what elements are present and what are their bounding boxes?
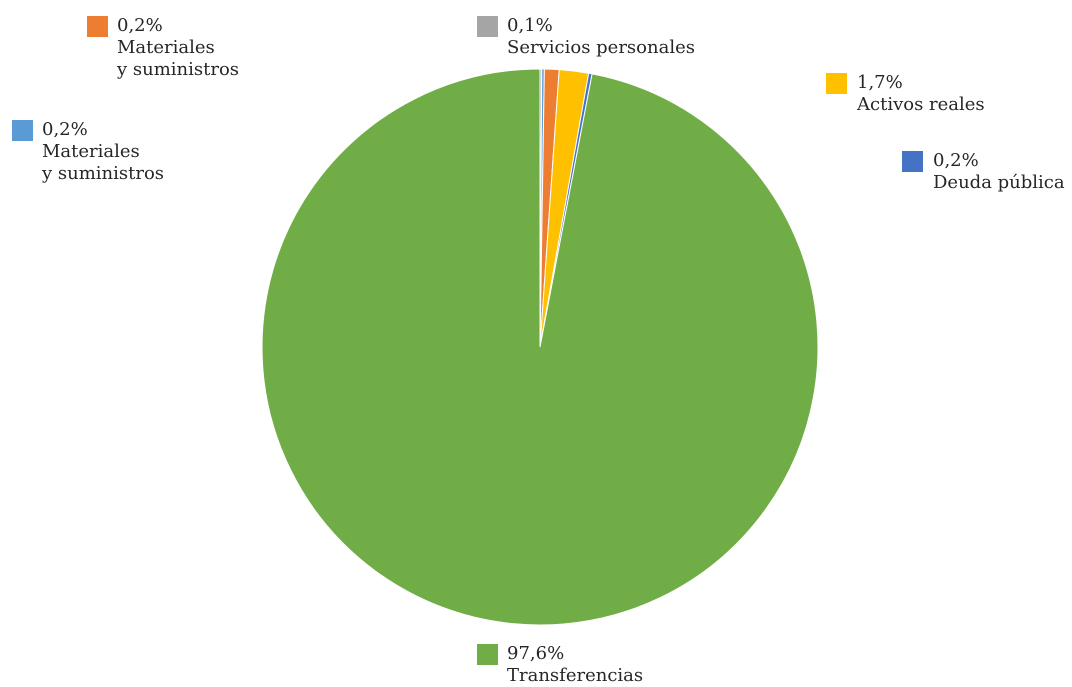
slice-percent-label: 0,1% (507, 15, 553, 36)
slice-percent-label: 0,2% (933, 150, 979, 171)
legend-swatch-deuda (902, 151, 923, 172)
legend-swatch-materiales-b (87, 16, 108, 37)
slice-label-activos: 1,7%Activos reales (826, 72, 985, 115)
slice-label-transferencias: 97,6%Transferencias (477, 643, 643, 686)
slice-name-label: y suministros (116, 59, 239, 80)
slice-name-label: y suministros (41, 163, 164, 184)
slice-name-label: Deuda pública (933, 172, 1065, 193)
legend-swatch-transferencias (477, 644, 498, 665)
legend-swatch-activos (826, 73, 847, 94)
slice-label-servicios: 0,1%Servicios personales (477, 15, 695, 58)
slice-percent-label: 97,6% (507, 643, 564, 664)
slice-label-deuda: 0,2%Deuda pública (902, 150, 1065, 193)
slice-name-label: Servicios personales (507, 37, 695, 58)
pie-slices (261, 68, 819, 626)
slice-name-label: Materiales (42, 141, 140, 162)
slice-percent-label: 1,7% (857, 72, 903, 93)
legend-swatch-materiales-a (12, 120, 33, 141)
slice-percent-label: 0,2% (42, 119, 88, 140)
legend-swatch-servicios (477, 16, 498, 37)
slice-name-label: Activos reales (856, 94, 985, 115)
slice-name-label: Transferencias (507, 665, 643, 686)
pie-slice-transferencias (261, 68, 819, 626)
slice-name-label: Materiales (117, 37, 215, 58)
slice-percent-label: 0,2% (117, 15, 163, 36)
